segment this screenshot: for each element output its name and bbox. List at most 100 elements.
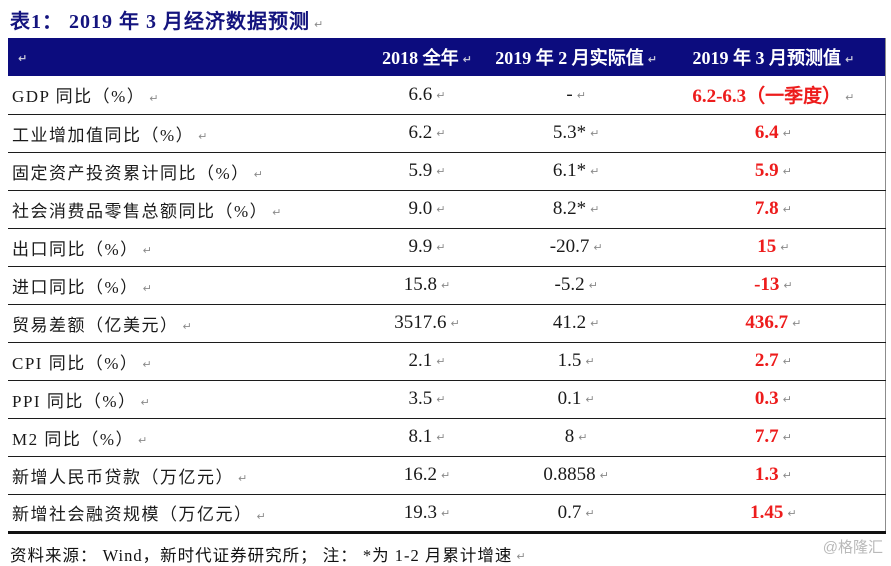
value-mar-2019-forecast: 7.7 ↵ bbox=[661, 418, 886, 457]
table-row: PPI 同比（%） ↵ 3.5 ↵ 0.1 ↵ 0.3 ↵ bbox=[8, 380, 886, 419]
paragraph-mark-icon: ↵ bbox=[599, 469, 609, 483]
paragraph-mark-icon: ↵ bbox=[780, 241, 790, 255]
paragraph-mark-icon: ↵ bbox=[138, 434, 149, 448]
value-feb-2019: 0.8858 ↵ bbox=[490, 456, 662, 495]
row-label: CPI 同比（%） ↵ bbox=[8, 342, 364, 381]
value-feb-2019: -5.2 ↵ bbox=[490, 266, 662, 305]
value-2018: 3517.6 ↵ bbox=[363, 304, 491, 343]
paragraph-mark-icon: ↵ bbox=[782, 393, 792, 407]
paragraph-mark-icon: ↵ bbox=[782, 203, 792, 217]
watermark: @格隆汇 bbox=[822, 539, 883, 556]
paragraph-mark-icon: ↵ bbox=[590, 165, 600, 179]
table-row: GDP 同比（%） ↵ 6.6 ↵ - ↵ 6.2-6.3（一季度） ↵ bbox=[8, 76, 886, 115]
paragraph-mark-icon: ↵ bbox=[149, 91, 161, 105]
paragraph-mark-icon: ↵ bbox=[590, 127, 600, 141]
paragraph-mark-icon: ↵ bbox=[782, 469, 792, 483]
paragraph-mark-icon: ↵ bbox=[593, 241, 603, 255]
paragraph-mark-icon: ↵ bbox=[198, 130, 209, 144]
paragraph-mark-icon: ↵ bbox=[845, 91, 855, 105]
paragraph-mark-icon: ↵ bbox=[441, 506, 451, 520]
source-note: 资料来源： Wind，新时代证券研究所； 注： *为 1-2 月累计增速 ↵ bbox=[10, 545, 527, 565]
header-cell-mar-2019-forecast: 2019 年 3 月预测值 ↵ bbox=[661, 38, 886, 76]
header-cell-feb-2019: 2019 年 2 月实际值 ↵ bbox=[490, 38, 662, 76]
paragraph-mark-icon: ↵ bbox=[314, 17, 324, 31]
value-feb-2019: 5.3* ↵ bbox=[490, 114, 662, 153]
paragraph-mark-icon: ↵ bbox=[140, 396, 152, 410]
row-label: 出口同比（%） ↵ bbox=[8, 228, 364, 267]
value-mar-2019-forecast: 0.3 ↵ bbox=[661, 380, 886, 419]
table-row: 新增社会融资规模（万亿元） ↵ 19.3 ↵ 0.7 ↵ 1.45 ↵ bbox=[8, 494, 886, 534]
value-mar-2019-forecast: 6.4 ↵ bbox=[661, 114, 886, 153]
table-row: 新增人民币贷款（万亿元） ↵ 16.2 ↵ 0.8858 ↵ 1.3 ↵ bbox=[8, 456, 886, 495]
paragraph-mark-icon: ↵ bbox=[585, 506, 595, 520]
paragraph-mark-icon: ↵ bbox=[792, 317, 802, 331]
paragraph-mark-icon: ↵ bbox=[436, 393, 446, 407]
paragraph-mark-icon: ↵ bbox=[782, 165, 792, 179]
row-label: 社会消费品零售总额同比（%） ↵ bbox=[8, 190, 364, 229]
paragraph-mark-icon: ↵ bbox=[436, 165, 446, 179]
paragraph-mark-icon: ↵ bbox=[436, 88, 446, 102]
value-2018: 3.5 ↵ bbox=[363, 380, 491, 419]
paragraph-mark-icon: ↵ bbox=[238, 472, 249, 486]
row-label: M2 同比（%） ↵ bbox=[8, 418, 364, 457]
value-2018: 9.9 ↵ bbox=[363, 228, 491, 267]
value-feb-2019: -20.7 ↵ bbox=[490, 228, 662, 267]
paragraph-mark-icon: ↵ bbox=[578, 431, 588, 445]
value-2018: 6.2 ↵ bbox=[363, 114, 491, 153]
paragraph-mark-icon: ↵ bbox=[436, 431, 446, 445]
table-header-row: ↵ 2018 全年 ↵ 2019 年 2 月实际值 ↵ 2019 年 3 月预测值 ↵ bbox=[8, 38, 886, 76]
row-label: 进口同比（%） ↵ bbox=[8, 266, 364, 305]
value-feb-2019: - ↵ bbox=[490, 76, 662, 115]
table-row: 社会消费品零售总额同比（%） ↵ 9.0 ↵ 8.2* ↵ 7.8 ↵ bbox=[8, 190, 886, 229]
value-mar-2019-forecast: 15 ↵ bbox=[661, 228, 886, 267]
value-2018: 2.1 ↵ bbox=[363, 342, 491, 381]
paragraph-mark-icon: ↵ bbox=[436, 203, 446, 217]
table-row: CPI 同比（%） ↵ 2.1 ↵ 1.5 ↵ 2.7 ↵ bbox=[8, 342, 886, 381]
table-row: 进口同比（%） ↵ 15.8 ↵ -5.2 ↵ -13 ↵ bbox=[8, 266, 886, 305]
table-row: 固定资产投资累计同比（%） ↵ 5.9 ↵ 6.1* ↵ 5.9 ↵ bbox=[8, 152, 886, 191]
paragraph-mark-icon: ↵ bbox=[436, 127, 446, 141]
row-label: 贸易差额（亿美元） ↵ bbox=[8, 304, 364, 343]
paragraph-mark-icon: ↵ bbox=[142, 244, 154, 258]
value-mar-2019-forecast: 436.7 ↵ bbox=[661, 304, 886, 343]
row-label: 新增人民币贷款（万亿元） ↵ bbox=[8, 456, 364, 495]
row-label: GDP 同比（%） ↵ bbox=[8, 76, 364, 115]
paragraph-mark-icon: ↵ bbox=[585, 355, 595, 369]
paragraph-mark-icon: ↵ bbox=[590, 203, 600, 217]
paragraph-mark-icon: ↵ bbox=[588, 279, 598, 293]
paragraph-mark-icon: ↵ bbox=[441, 279, 451, 293]
value-mar-2019-forecast: 5.9 ↵ bbox=[661, 152, 886, 191]
paragraph-mark-icon: ↵ bbox=[590, 317, 600, 331]
paragraph-mark-icon: ↵ bbox=[462, 53, 472, 67]
value-feb-2019: 0.1 ↵ bbox=[490, 380, 662, 419]
paragraph-mark-icon: ↵ bbox=[256, 509, 268, 523]
paragraph-mark-icon: ↵ bbox=[272, 206, 283, 220]
value-2018: 5.9 ↵ bbox=[363, 152, 491, 191]
value-mar-2019-forecast: 6.2-6.3（一季度） ↵ bbox=[661, 76, 886, 115]
value-feb-2019: 1.5 ↵ bbox=[490, 342, 662, 381]
paragraph-mark-icon: ↵ bbox=[782, 127, 792, 141]
paragraph-mark-icon: ↵ bbox=[576, 88, 586, 102]
paragraph-mark-icon: ↵ bbox=[783, 279, 793, 293]
paragraph-mark-icon: ↵ bbox=[142, 282, 154, 296]
paragraph-mark-icon: ↵ bbox=[782, 431, 792, 445]
value-mar-2019-forecast: -13 ↵ bbox=[661, 266, 886, 305]
table-caption: 表1： 2019 年 3 月经济数据预测 ↵ bbox=[8, 2, 887, 38]
table-row: M2 同比（%） ↵ 8.1 ↵ 8 ↵ 7.7 ↵ bbox=[8, 418, 886, 457]
table-title: 表1： 2019 年 3 月经济数据预测 bbox=[10, 11, 310, 33]
value-feb-2019: 0.7 ↵ bbox=[490, 494, 662, 534]
value-mar-2019-forecast: 7.8 ↵ bbox=[661, 190, 886, 229]
row-label: 新增社会融资规模（万亿元） ↵ bbox=[8, 494, 364, 534]
paragraph-mark-icon: ↵ bbox=[142, 358, 154, 372]
row-label: 工业增加值同比（%） ↵ bbox=[8, 114, 364, 153]
value-2018: 19.3 ↵ bbox=[363, 494, 491, 534]
paragraph-mark-icon: ↵ bbox=[18, 51, 28, 65]
table-row: 工业增加值同比（%） ↵ 6.2 ↵ 5.3* ↵ 6.4 ↵ bbox=[8, 114, 886, 153]
paragraph-mark-icon: ↵ bbox=[585, 393, 595, 407]
value-2018: 16.2 ↵ bbox=[363, 456, 491, 495]
paragraph-mark-icon: ↵ bbox=[253, 168, 265, 182]
value-feb-2019: 8.2* ↵ bbox=[490, 190, 662, 229]
table-row: 贸易差额（亿美元） ↵ 3517.6 ↵ 41.2 ↵ 436.7 ↵ bbox=[8, 304, 886, 343]
table-row: 出口同比（%） ↵ 9.9 ↵ -20.7 ↵ 15 ↵ bbox=[8, 228, 886, 267]
